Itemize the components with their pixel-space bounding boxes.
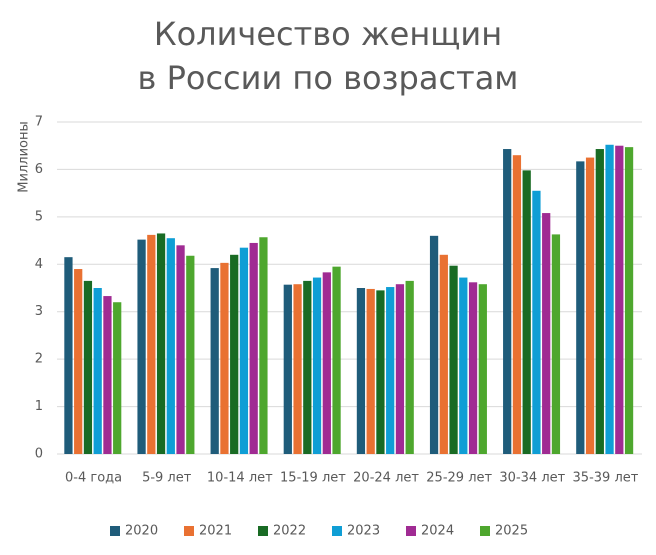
bar — [468, 282, 478, 454]
bar — [113, 302, 122, 454]
bar — [332, 266, 341, 454]
bar — [312, 277, 322, 454]
bar — [93, 288, 102, 454]
bar — [356, 288, 366, 454]
chart-title: Количество женщин — [154, 15, 502, 53]
bar — [551, 234, 561, 454]
chart-title: в России по возрастам — [138, 59, 519, 97]
y-tick-label: 3 — [35, 304, 43, 319]
legend-swatch — [406, 526, 416, 536]
bar — [103, 296, 112, 454]
bar — [210, 268, 219, 454]
bar — [585, 157, 595, 455]
legend-swatch — [258, 526, 268, 536]
bar — [429, 235, 439, 454]
x-tick-label: 5-9 лет — [142, 471, 192, 486]
bar — [624, 147, 634, 454]
y-tick-label: 4 — [35, 257, 43, 272]
bar — [83, 280, 93, 454]
legend-label: 2020 — [125, 524, 158, 539]
bar — [303, 280, 312, 454]
x-tick-label: 25-29 лет — [426, 471, 492, 486]
legend-label: 2023 — [347, 524, 380, 539]
bar — [156, 233, 166, 454]
bar — [605, 144, 614, 454]
y-tick-label: 2 — [35, 352, 43, 367]
y-axis-label: Миллионы — [17, 121, 32, 192]
bar — [239, 247, 249, 454]
bar — [395, 284, 405, 454]
bar — [512, 155, 522, 454]
legend-swatch — [480, 526, 490, 536]
bar — [595, 149, 604, 454]
bar — [147, 234, 156, 454]
legend-label: 2024 — [421, 524, 454, 539]
legend-label: 2021 — [199, 524, 232, 539]
legend-label: 2022 — [273, 524, 306, 539]
bar — [532, 190, 541, 454]
x-tick-label: 20-24 лет — [353, 471, 419, 486]
bar — [522, 170, 531, 454]
bar — [230, 254, 239, 454]
bar — [259, 237, 268, 454]
bar — [283, 284, 292, 454]
bar — [137, 239, 146, 454]
bar — [176, 245, 185, 454]
bar — [386, 287, 395, 454]
bar — [366, 288, 375, 454]
bar — [64, 257, 73, 454]
y-tick-label: 5 — [35, 209, 43, 224]
legend-swatch — [184, 526, 194, 536]
x-tick-label: 15-19 лет — [280, 471, 346, 486]
bar — [478, 284, 487, 454]
y-tick-label: 0 — [35, 447, 43, 462]
bar — [220, 262, 229, 454]
bar — [74, 269, 83, 454]
legend-swatch — [110, 526, 120, 536]
bar — [459, 277, 468, 454]
x-tick-label: 35-39 лет — [573, 471, 639, 486]
x-tick-label: 10-14 лет — [207, 471, 273, 486]
x-tick-label: 0-4 года — [65, 471, 122, 486]
bar — [542, 213, 551, 454]
legend-label: 2025 — [495, 524, 528, 539]
bar — [503, 149, 512, 454]
bar — [449, 265, 458, 454]
bar — [615, 145, 624, 454]
bar — [376, 290, 385, 454]
bar — [186, 255, 195, 454]
y-tick-label: 1 — [35, 399, 43, 414]
bar — [405, 280, 414, 454]
y-tick-label: 6 — [35, 162, 43, 177]
bar — [293, 284, 302, 454]
bar — [322, 272, 331, 454]
bar — [576, 161, 585, 454]
y-tick-label: 7 — [35, 115, 43, 130]
bar — [249, 242, 258, 454]
legend-swatch — [332, 526, 342, 536]
bar — [166, 238, 175, 454]
x-tick-label: 30-34 лет — [499, 471, 565, 486]
bar — [439, 254, 448, 454]
